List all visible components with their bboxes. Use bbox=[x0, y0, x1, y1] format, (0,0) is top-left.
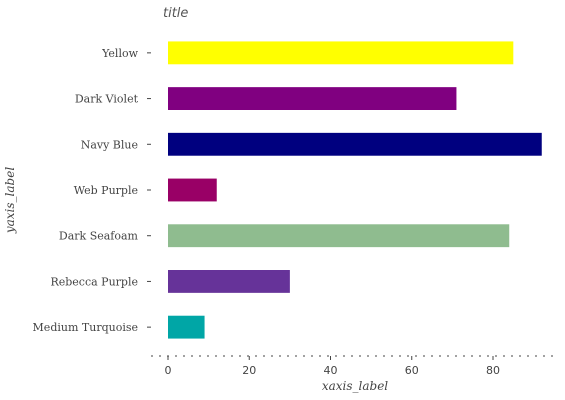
y-category-labels: Medium Turquoise Rebecca Purple Dark Seafo… bbox=[33, 47, 151, 334]
x-tick-label: 0 bbox=[165, 364, 172, 377]
bar-medium-turquoise bbox=[168, 316, 205, 339]
y-tick-label: Medium Turquoise bbox=[33, 321, 138, 334]
y-tick-label: Navy Blue bbox=[81, 138, 138, 151]
y-tick-label: Yellow bbox=[101, 47, 138, 60]
bar-yellow bbox=[168, 41, 513, 64]
bar-navy-blue bbox=[168, 133, 542, 156]
x-tick-label: 40 bbox=[324, 364, 338, 377]
x-tick-label: 20 bbox=[242, 364, 256, 377]
bars-layer bbox=[168, 41, 542, 338]
y-tick-label: Web Purple bbox=[74, 184, 138, 197]
x-axis-label: xaxis_label bbox=[322, 379, 388, 393]
y-tick-label: Rebecca Purple bbox=[50, 275, 138, 288]
bar-dark-seafoam bbox=[168, 224, 509, 247]
x-axis: 0 20 40 60 80 bbox=[151, 356, 555, 377]
x-tick-label: 60 bbox=[405, 364, 419, 377]
bar-rebecca-purple bbox=[168, 270, 290, 293]
x-tick-label: 80 bbox=[486, 364, 500, 377]
bar-web-purple bbox=[168, 179, 217, 202]
chart-title: title bbox=[163, 6, 188, 21]
y-tick-label: Dark Violet bbox=[75, 93, 139, 106]
bar-dark-violet bbox=[168, 87, 456, 110]
y-tick-label: Dark Seafoam bbox=[59, 230, 139, 243]
y-axis-label: yaxis_label bbox=[3, 167, 17, 234]
